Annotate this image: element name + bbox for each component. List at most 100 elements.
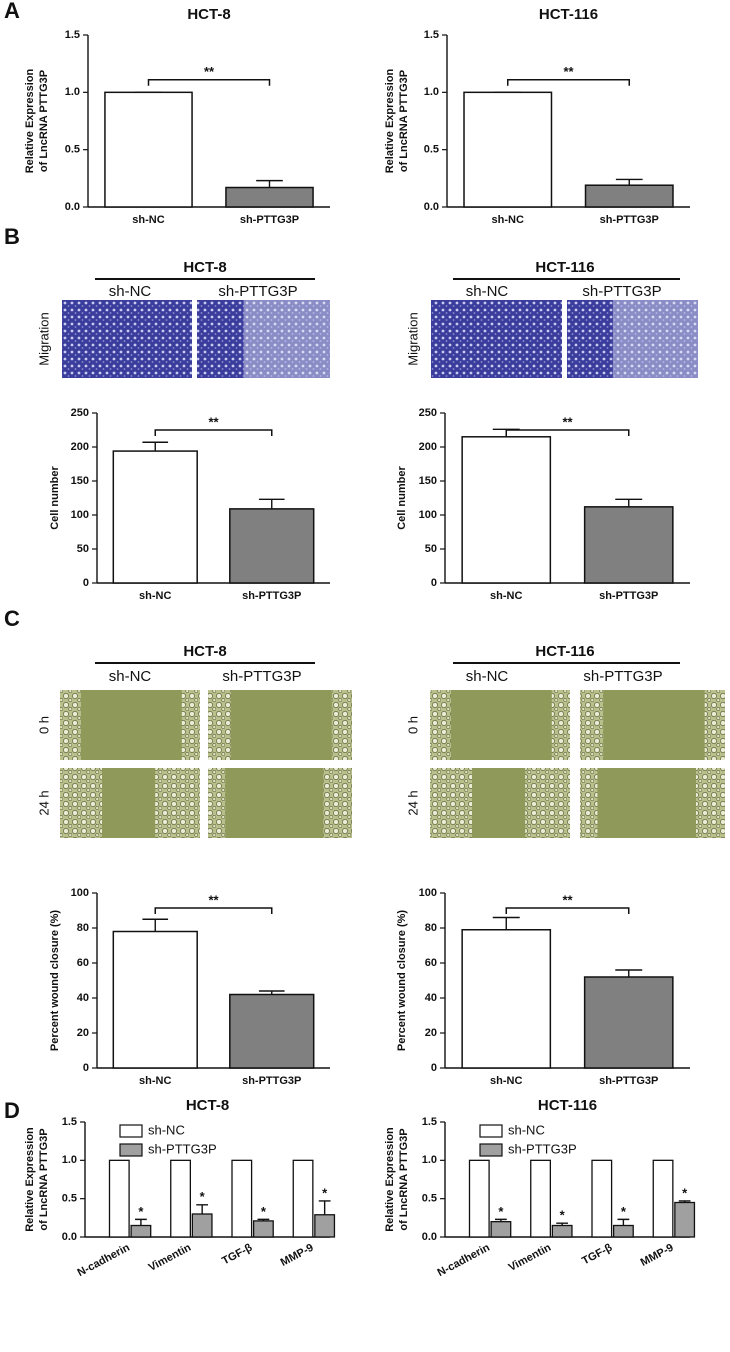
x-tick-label: MMP-9	[279, 1242, 316, 1269]
significance-label: **	[208, 414, 219, 429]
column-label: sh-NC	[109, 668, 152, 685]
bar	[112, 450, 198, 584]
significance-label: *	[138, 1204, 144, 1219]
bar	[584, 184, 674, 208]
error-bar	[142, 441, 169, 452]
x-tick-label: N-cadherin	[435, 1241, 492, 1279]
bar	[490, 1221, 512, 1238]
y-tick-label: 1.5	[424, 29, 439, 41]
y-tick-label: 50	[77, 543, 89, 555]
column-label: sh-PTTG3P	[582, 283, 661, 300]
x-tick-label: sh-PTTG3P	[599, 590, 658, 602]
wound-gap	[451, 690, 552, 760]
column-label: sh-PTTG3P	[222, 668, 301, 685]
y-tick-label: 1.0	[424, 86, 439, 98]
panel-letter: B	[4, 224, 20, 249]
bar	[551, 1224, 573, 1238]
y-tick-label: 100	[419, 887, 437, 899]
migration-image	[197, 300, 330, 378]
significance-label: **	[563, 64, 574, 79]
bar	[231, 1159, 253, 1238]
y-tick-label: 50	[425, 543, 437, 555]
row-label: Migration	[405, 312, 420, 365]
wound-gap	[472, 768, 526, 838]
legend-label: sh-NC	[508, 1122, 545, 1137]
bar	[461, 436, 552, 584]
y-tick-label: 150	[71, 475, 89, 487]
y-tick-label: 1.5	[65, 29, 80, 41]
y-axis-label: of LncRNA PTTG3P	[38, 70, 50, 172]
y-axis-label: Percent wound closure (%)	[49, 910, 61, 1052]
x-tick-label: N-cadherin	[75, 1241, 132, 1279]
x-tick-label: sh-NC	[492, 214, 524, 226]
significance-label: *	[322, 1185, 328, 1200]
y-axis-label: Cell number	[49, 466, 61, 530]
chart-title: HCT-116	[538, 1097, 597, 1114]
migration-sparse	[243, 300, 330, 378]
x-tick-label: sh-PTTG3P	[240, 214, 299, 226]
x-tick-label: sh-PTTG3P	[600, 214, 659, 226]
column-label: sh-PTTG3P	[218, 283, 297, 300]
bar	[292, 1159, 314, 1238]
column-label: sh-PTTG3P	[583, 668, 662, 685]
y-tick-label: 20	[425, 1027, 437, 1039]
y-tick-label: 1.5	[62, 1116, 77, 1128]
error-bar	[256, 179, 283, 188]
error-bar	[135, 1218, 147, 1226]
significance-label: *	[560, 1208, 566, 1223]
x-tick-label: MMP-9	[639, 1242, 676, 1269]
x-tick-label: Vimentin	[147, 1241, 194, 1273]
significance-bracket	[507, 78, 630, 86]
x-tick-label: sh-PTTG3P	[599, 1075, 658, 1087]
x-tick-label: sh-NC	[139, 590, 171, 602]
legend-label: sh-NC	[148, 1122, 185, 1137]
bar	[314, 1214, 336, 1238]
y-tick-label: 40	[77, 992, 89, 1004]
bar	[170, 1159, 192, 1238]
y-tick-label: 40	[425, 992, 437, 1004]
x-tick-label: Vimentin	[507, 1241, 554, 1273]
bar	[530, 1159, 552, 1238]
wound-gap	[102, 768, 156, 838]
chart-title: HCT-116	[539, 6, 598, 23]
x-tick-label: sh-PTTG3P	[242, 590, 301, 602]
y-tick-label: 1.0	[422, 1154, 437, 1166]
y-tick-label: 0.5	[424, 144, 439, 156]
bar	[191, 1213, 213, 1238]
y-axis-label: of LncRNA PTTG3P	[38, 1128, 50, 1230]
y-tick-label: 100	[71, 509, 89, 521]
bar	[130, 1224, 152, 1238]
significance-label: *	[200, 1189, 206, 1204]
row-label: 0 h	[36, 716, 51, 734]
error-bar	[196, 1204, 209, 1214]
column-label: sh-NC	[466, 283, 509, 300]
wound-gap	[81, 690, 182, 760]
significance-label: *	[621, 1204, 627, 1219]
legend-label: sh-PTTG3P	[508, 1141, 577, 1156]
y-tick-label: 1.5	[422, 1116, 437, 1128]
panel-title: HCT-8	[183, 259, 226, 276]
panel-title: HCT-116	[535, 643, 594, 660]
y-tick-label: 80	[425, 922, 437, 934]
migration-image	[431, 300, 562, 378]
x-tick-label: TGF-β	[580, 1241, 614, 1267]
wound-gap	[603, 690, 705, 760]
migration-image	[567, 300, 698, 378]
x-tick-label: sh-NC	[139, 1075, 171, 1087]
row-label: Migration	[36, 312, 51, 365]
y-tick-label: 0.5	[65, 144, 80, 156]
y-tick-label: 100	[419, 509, 437, 521]
y-tick-label: 60	[77, 957, 89, 969]
y-tick-label: 20	[77, 1027, 89, 1039]
wound-gap	[225, 768, 324, 838]
y-axis-label: Cell number	[396, 466, 408, 530]
bar	[612, 1224, 634, 1238]
legend-swatch	[119, 1143, 143, 1157]
y-tick-label: 1.0	[65, 86, 80, 98]
x-tick-label: TGF-β	[220, 1241, 254, 1267]
significance-label: **	[562, 414, 573, 429]
significance-bracket	[505, 907, 630, 915]
bar	[591, 1159, 613, 1238]
y-tick-label: 0	[431, 577, 437, 589]
